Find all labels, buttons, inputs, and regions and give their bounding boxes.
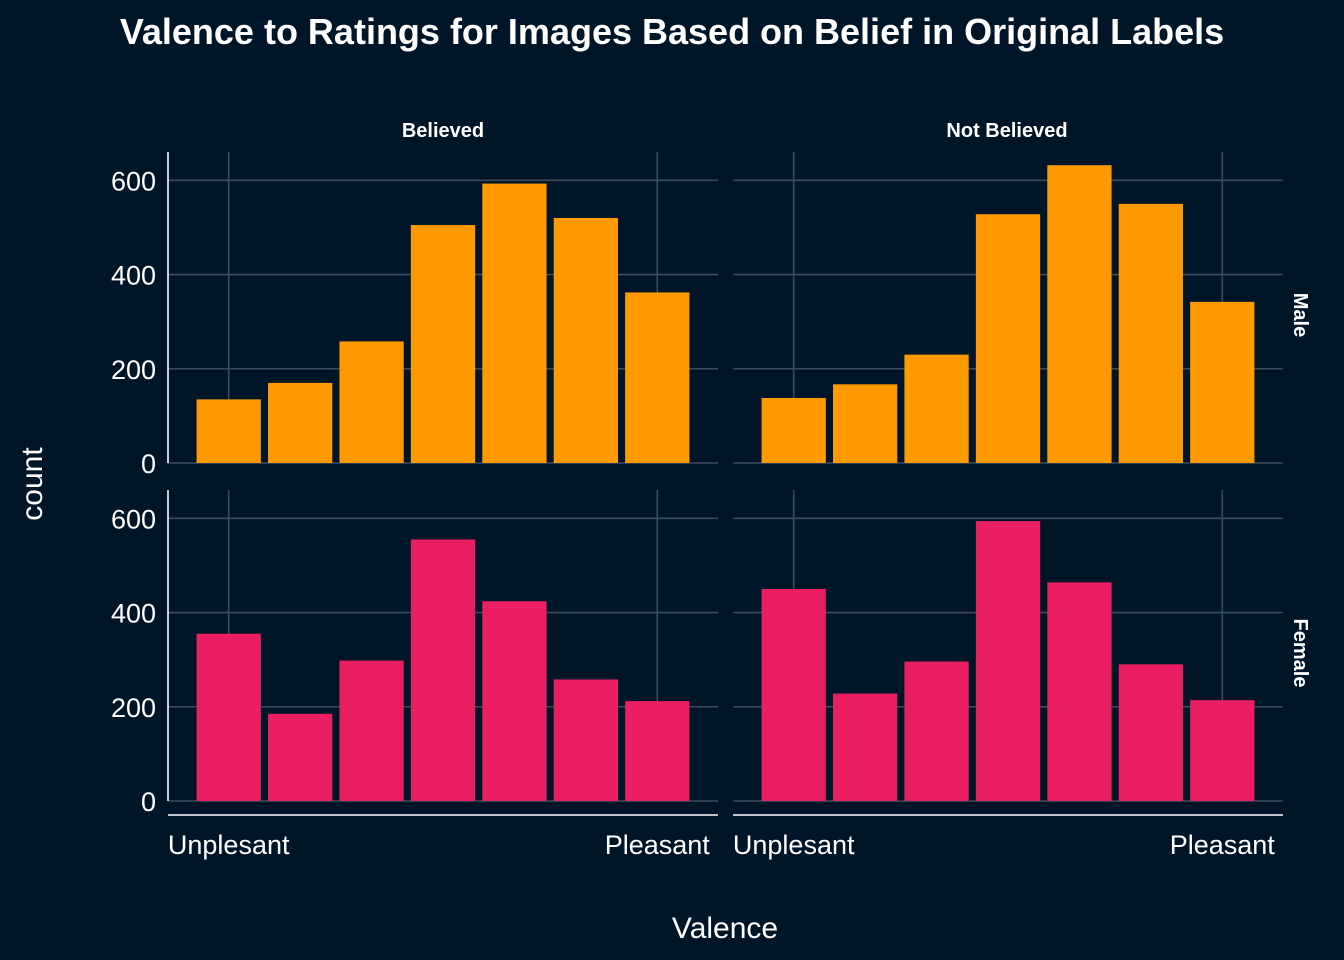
bar-not-believed-male-6	[1118, 203, 1183, 464]
y-tick-label: 0	[141, 787, 156, 817]
bar-believed-female-4	[410, 539, 476, 801]
x-axis-title: Valence	[672, 912, 778, 945]
bar-believed-male-2	[268, 382, 333, 463]
bar-believed-male-4	[410, 225, 476, 463]
y-tick-label: 400	[111, 599, 156, 629]
y-tick-label: 0	[141, 449, 156, 479]
y-tick-label: 600	[111, 166, 156, 196]
bar-believed-female-7	[625, 701, 690, 801]
bar-believed-male-7	[625, 292, 690, 463]
x-tick-label: Pleasant	[1170, 830, 1276, 860]
bar-not-believed-male-2	[833, 384, 898, 463]
y-tick-label: 200	[111, 355, 156, 385]
strip-label-female: Female	[1289, 619, 1311, 688]
bar-not-believed-male-3	[904, 354, 969, 463]
bar-believed-male-5	[482, 183, 547, 463]
strip-label-male: Male	[1289, 293, 1311, 337]
bar-believed-female-5	[482, 601, 547, 801]
bar-believed-female-2	[268, 713, 333, 801]
y-tick-label: 600	[111, 504, 156, 534]
bar-believed-female-6	[553, 679, 618, 801]
bar-not-believed-male-5	[1047, 165, 1112, 463]
bar-not-believed-female-4	[975, 521, 1041, 801]
x-tick-label: Pleasant	[605, 830, 711, 860]
panels-layer: 0 200 400 600 0 200 400 600 Unplesant Pleasant Unp…	[111, 152, 1283, 860]
bar-not-believed-female-2	[833, 693, 898, 801]
x-tick-label: Unplesant	[733, 830, 855, 860]
bar-not-believed-female-1	[761, 588, 826, 801]
bar-believed-male-6	[553, 217, 618, 463]
y-axis-title: count	[16, 447, 49, 521]
x-tick-label: Unplesant	[168, 830, 290, 860]
y-tick-label: 400	[111, 261, 156, 291]
strip-label-believed: Believed	[402, 120, 484, 142]
bar-not-believed-female-5	[1047, 582, 1112, 801]
bar-not-believed-male-4	[975, 214, 1041, 463]
chart-title: Valence to Ratings for Images Based on B…	[120, 11, 1224, 52]
bar-not-believed-male-1	[761, 397, 826, 463]
bar-not-believed-female-6	[1118, 664, 1183, 801]
bar-believed-female-1	[196, 633, 261, 801]
bar-believed-male-3	[339, 341, 404, 463]
bar-not-believed-female-3	[904, 661, 969, 801]
bar-not-believed-male-7	[1190, 301, 1255, 463]
bar-believed-female-3	[339, 660, 404, 801]
bar-not-believed-female-7	[1190, 700, 1255, 801]
strip-label-not-believed: Not Believed	[946, 120, 1067, 142]
bar-believed-male-1	[196, 399, 261, 463]
y-tick-label: 200	[111, 693, 156, 723]
